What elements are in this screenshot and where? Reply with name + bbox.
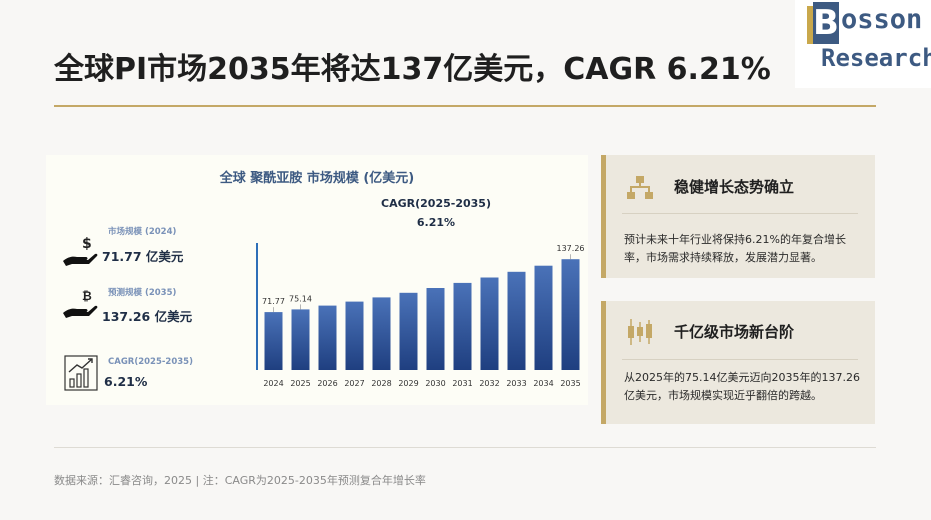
data-label: 71.77 — [262, 297, 285, 306]
svg-text:$: $ — [82, 236, 92, 252]
kpi-value-2024: 71.77 亿美元 — [102, 249, 184, 264]
bitcoin-hand-icon: ₿ — [63, 289, 98, 318]
footer-divider — [54, 447, 876, 448]
bar-2031 — [453, 282, 472, 370]
data-label: 137.26 — [557, 244, 585, 253]
x-tick-label: 2032 — [479, 379, 499, 388]
kpi-label-2024: 市场规模 (2024) — [108, 227, 177, 237]
insight-card-scale: 千亿级市场新台阶 从2025年的75.14亿美元迈向2035年的137.26亿美… — [601, 301, 875, 424]
bar-2035 — [561, 259, 580, 370]
logo-word-2: Research — [821, 44, 931, 72]
cagr-annotation: CAGR(2025-2035) 6.21% — [366, 197, 506, 229]
data-label: 75.14 — [289, 294, 312, 303]
x-tick-label: 2031 — [452, 379, 472, 388]
kpi-value-2035: 137.26 亿美元 — [102, 309, 193, 324]
bar-2033 — [507, 271, 526, 370]
card-divider — [622, 359, 858, 360]
insight-card-growth: 稳健增长态势确立 预计未来十年行业将保持6.21%的年复合增长率，市场需求持续释… — [601, 155, 875, 278]
bar-2026 — [318, 305, 337, 370]
bar-chart: 2024 71.77 2025 75.14 2026 2027 2028 2029 2030 20… — [256, 243, 585, 388]
kpi-label-cagr: CAGR(2025-2035) — [108, 357, 193, 367]
card-title: 千亿级市场新台阶 — [674, 323, 795, 341]
x-tick-label: 2024 — [263, 379, 283, 388]
card-title: 稳健增长态势确立 — [674, 178, 795, 196]
bar-2027 — [345, 301, 364, 370]
x-tick-label: 2030 — [425, 379, 445, 388]
x-tick-label: 2029 — [398, 379, 418, 388]
kpi-label-2035: 预测规模 (2035) — [108, 288, 177, 298]
page-title: 全球PI市场2035年将达137亿美元，CAGR 6.21% — [54, 52, 771, 87]
bar-2034 — [534, 265, 553, 370]
svg-text:₿: ₿ — [82, 289, 92, 303]
money-hand-icon: $ — [63, 236, 98, 266]
chart-title: 全球 聚酰亚胺 市场规模 (亿美元) — [219, 171, 415, 186]
bar-2028 — [372, 297, 391, 370]
logo-word-1: osson — [841, 4, 923, 35]
title-divider — [54, 105, 876, 107]
bar-2024 — [264, 312, 283, 370]
bar-2030 — [426, 288, 445, 370]
cagr-annotation-value: 6.21% — [416, 216, 456, 229]
x-tick-label: 2025 — [290, 379, 310, 388]
candlestick-icon — [628, 319, 652, 345]
bar-2029 — [399, 292, 418, 370]
bar-2032 — [480, 277, 499, 370]
card-divider — [622, 213, 858, 214]
org-structure-icon — [627, 176, 653, 199]
card-text: 从2025年的75.14亿美元迈向2035年的137.26亿美元，市场规模实现近… — [624, 371, 860, 402]
logo-letter: B — [813, 2, 839, 44]
bar-2025 — [291, 309, 310, 370]
x-tick-label: 2033 — [506, 379, 526, 388]
x-tick-label: 2034 — [533, 379, 553, 388]
chart-panel: 全球 聚酰亚胺 市场规模 (亿美元) $ 市场规模 (2024) 71.77 亿… — [46, 155, 588, 405]
cagr-annotation-title: CAGR(2025-2035) — [381, 197, 491, 210]
source-note: 数据来源：汇睿咨询，2025 | 注：CAGR为2025-2035年预测复合年增… — [54, 474, 426, 487]
x-tick-label: 2026 — [317, 379, 337, 388]
x-tick-label: 2028 — [371, 379, 391, 388]
card-text: 预计未来十年行业将保持6.21%的年复合增长率，市场需求持续释放，发展潜力显著。 — [624, 233, 846, 264]
company-logo: B osson Research — [795, 0, 931, 88]
kpi-value-cagr: 6.21% — [104, 374, 148, 389]
x-tick-label: 2027 — [344, 379, 364, 388]
x-tick-label: 2035 — [560, 379, 580, 388]
growth-chart-icon — [64, 355, 98, 391]
